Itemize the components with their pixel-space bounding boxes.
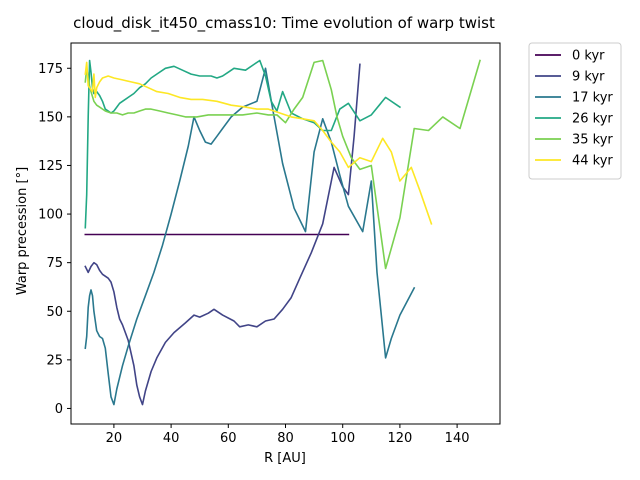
y-axis-label: Warp precession [°] [15, 167, 30, 295]
y-tick-label-5: 125 [38, 159, 63, 174]
chart-title: cloud_disk_it450_cmass10: Time evolution… [73, 14, 495, 33]
legend-label-4: 35 kyr [572, 133, 613, 148]
x-tick-label-3: 80 [277, 431, 294, 446]
series-line-4 [84, 59, 481, 270]
y-tick-label-2: 50 [46, 305, 63, 320]
series-line-3 [84, 59, 402, 229]
legend-box [528, 42, 622, 180]
x-tick-label-6: 140 [445, 431, 470, 446]
legend-label-1: 9 kyr [572, 70, 605, 85]
legend-label-5: 44 kyr [572, 154, 613, 169]
series-line-1 [84, 63, 361, 406]
y-tick-label-0: 0 [55, 402, 63, 417]
y-tick-label-3: 75 [46, 256, 63, 271]
legend: 0 kyr 9 kyr 17 kyr 26 kyr 35 kyr 44 kyr [528, 42, 622, 180]
plot-area [84, 59, 481, 406]
legend-label-3: 26 kyr [572, 112, 613, 127]
series-line-5 [84, 61, 433, 225]
y-tick-label-4: 100 [38, 208, 63, 223]
y-tick-label-1: 25 [46, 353, 63, 368]
x-tick-label-0: 20 [106, 431, 123, 446]
y-tick-label-7: 175 [38, 62, 63, 77]
x-tick-label-1: 40 [163, 431, 180, 446]
legend-label-2: 17 kyr [572, 91, 613, 106]
x-tick-label-4: 100 [330, 431, 355, 446]
x-tick-label-2: 60 [220, 431, 237, 446]
legend-label-0: 0 kyr [572, 49, 605, 64]
axes: 20 40 60 80 100 120 140 0 25 50 75 100 125 150 175 [38, 42, 501, 446]
series-line-2 [84, 67, 416, 406]
x-axis-label: R [AU] [264, 451, 306, 466]
y-tick-label-6: 150 [38, 110, 63, 125]
x-tick-label-5: 120 [387, 431, 412, 446]
